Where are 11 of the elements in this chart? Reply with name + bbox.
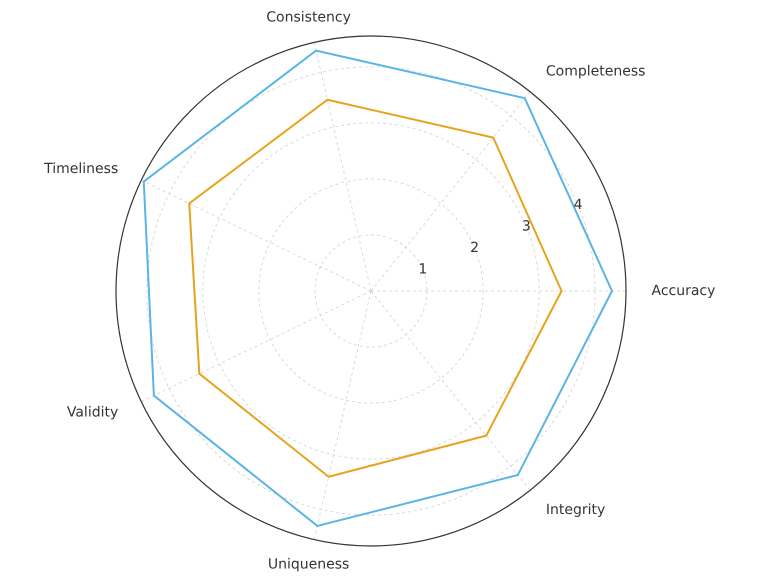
spoke-label: Timeliness	[43, 161, 118, 178]
y-tick-label: 3	[522, 218, 531, 234]
y-tick-label: 2	[470, 240, 480, 256]
y-tick-label: 1	[418, 261, 428, 278]
spoke-label: Integrity	[546, 502, 606, 518]
y-tick-label: 4	[574, 197, 583, 214]
spoke-label: Validity	[66, 404, 118, 421]
spoke-label: Accuracy	[652, 282, 716, 299]
spoke-label: Completeness	[546, 64, 646, 80]
spoke-label: Consistency	[266, 9, 351, 26]
spoke-label: Uniqueness	[268, 556, 350, 572]
